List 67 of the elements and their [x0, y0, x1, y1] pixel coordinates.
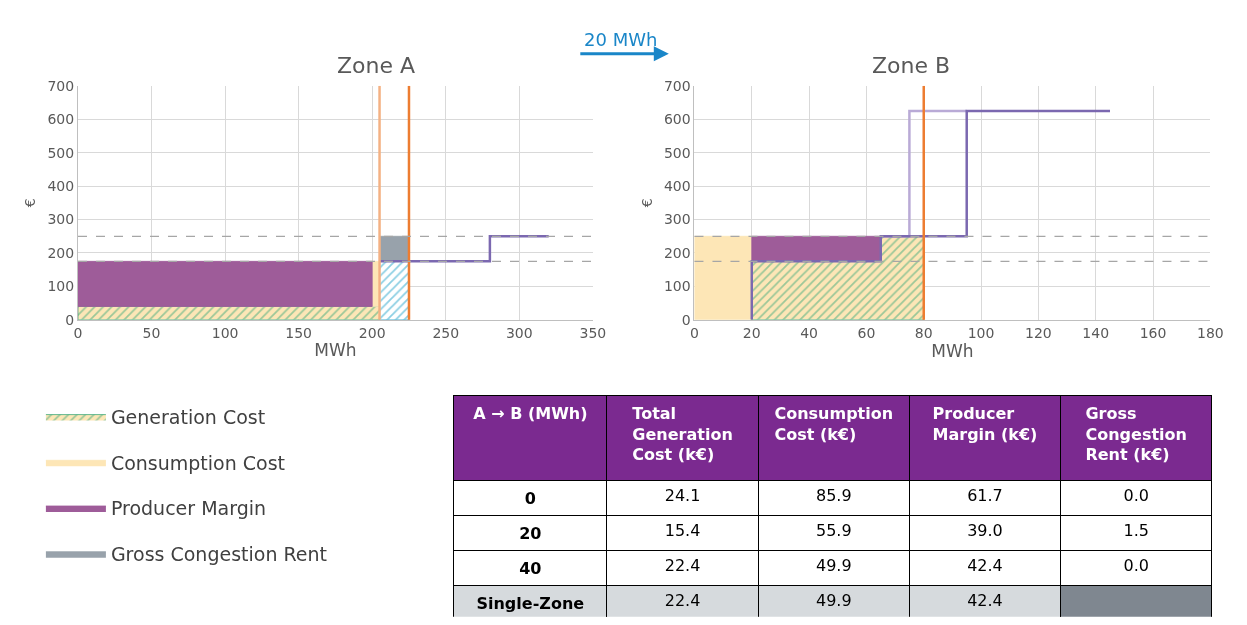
text: 42.4: [967, 555, 1003, 575]
x-tick-label: 80: [914, 324, 933, 341]
chart-title: Zone B: [872, 53, 951, 78]
category-label: Producer Margin (k€): [932, 403, 1038, 444]
category-label: 0: [524, 488, 536, 508]
chart-title: Zone A: [337, 53, 416, 78]
legend-label: Consumption Cost: [110, 451, 286, 474]
x-tick-label: 40: [800, 324, 819, 341]
y-tick-label: 400: [47, 178, 75, 195]
text: 22.4: [664, 590, 701, 610]
category-label: Consumption Cost (k€): [774, 403, 894, 444]
x-tick-label: 20: [742, 324, 761, 341]
y-tick-label: 100: [47, 278, 75, 295]
y-tick-label: 0: [681, 311, 691, 328]
x-tick-label: 250: [432, 324, 460, 341]
category-label: A → B (MWh): [473, 403, 588, 423]
text: 42.4: [967, 590, 1003, 610]
text: 49.9: [815, 555, 852, 575]
x-tick-label: 120: [1025, 324, 1052, 341]
y-tick-label: 500: [663, 144, 691, 161]
y-tick-label: 100: [663, 278, 691, 295]
y-tick-label: 300: [47, 211, 75, 228]
y-axis-title: €: [22, 198, 39, 208]
legend-label: Producer Margin: [110, 497, 267, 520]
x-tick-label: 200: [358, 324, 386, 341]
category-label: Single-Zone: [476, 593, 585, 613]
category-label: Gross Congestion Rent (k€): [1085, 403, 1187, 465]
text: 0.0: [1123, 555, 1149, 575]
x-tick-label: 140: [1082, 324, 1110, 341]
y-tick-label: 500: [47, 144, 75, 161]
text: 39.0: [967, 520, 1003, 540]
y-tick-label: 0: [65, 311, 75, 328]
y-tick-label: 700: [47, 77, 75, 94]
x-axis-title: MWh: [931, 340, 974, 361]
x-tick-label: 100: [967, 324, 995, 341]
category-label: 40: [519, 558, 542, 578]
text: 22.4: [664, 555, 701, 575]
x-tick-label: 50: [142, 324, 161, 341]
x-tick-label: 100: [211, 324, 239, 341]
text: 24.1: [664, 485, 701, 505]
category-label: Total Generation Cost (k€): [632, 403, 733, 465]
text: 49.9: [815, 590, 852, 610]
x-tick-label: 300: [505, 324, 533, 341]
x-tick-label: 350: [579, 324, 607, 341]
text: 1.5: [1123, 520, 1149, 540]
text: 15.4: [664, 520, 701, 540]
x-tick-label: 160: [1139, 324, 1167, 341]
y-tick-label: 600: [663, 111, 691, 128]
text: 61.7: [967, 485, 1003, 505]
legend-label: Gross Congestion Rent: [110, 543, 328, 566]
y-tick-label: 300: [663, 211, 691, 228]
legend-label: Generation Cost: [110, 406, 266, 429]
x-axis-title: MWh: [314, 340, 357, 361]
text: 85.9: [815, 485, 852, 505]
y-axis-title: €: [638, 198, 655, 208]
y-tick-label: 200: [663, 244, 691, 261]
y-tick-label: 600: [47, 111, 75, 128]
y-tick-label: 700: [663, 77, 691, 94]
y-tick-label: 200: [47, 244, 75, 261]
category-label: 20: [519, 523, 542, 543]
text: 0.0: [1123, 485, 1149, 505]
x-tick-label: 60: [857, 324, 876, 341]
text: 20 MWh: [584, 29, 658, 50]
y-tick-label: 400: [663, 178, 691, 195]
x-tick-label: 150: [285, 324, 312, 341]
text: 55.9: [815, 520, 852, 540]
x-tick-label: 180: [1196, 324, 1224, 341]
